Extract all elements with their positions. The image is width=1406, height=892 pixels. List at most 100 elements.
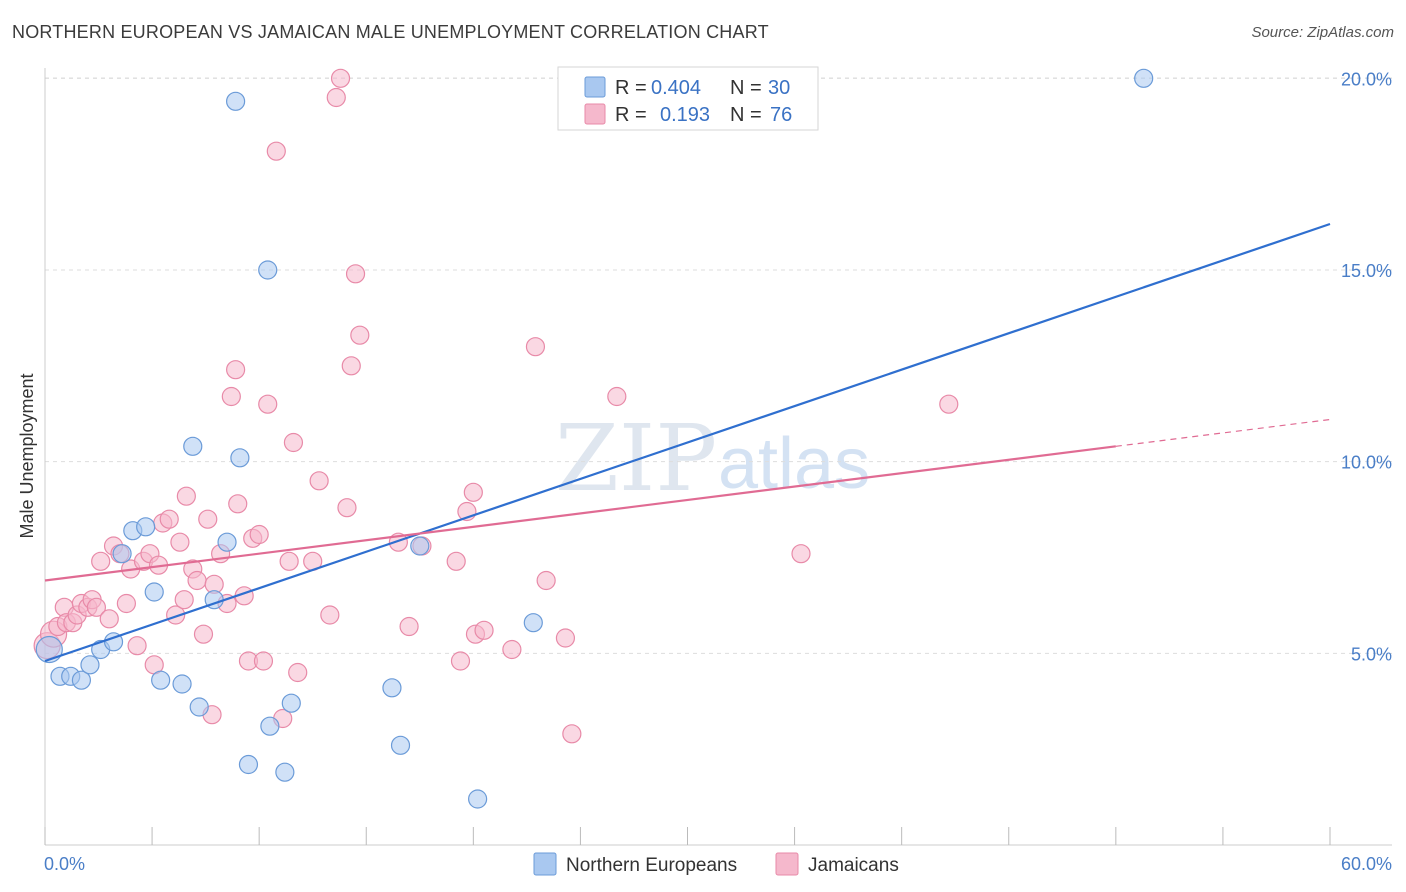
legend-r-label-1: R = xyxy=(615,77,647,99)
northern-europeans-point xyxy=(410,536,430,556)
y-axis-title: Male Unemployment xyxy=(17,373,37,538)
axes xyxy=(44,68,1392,846)
northern-europeans-point xyxy=(183,436,203,456)
jamaicans-point xyxy=(174,590,194,610)
northern-europeans-point xyxy=(238,754,259,775)
jamaicans-point xyxy=(525,337,546,357)
jamaicans-point xyxy=(193,624,214,644)
trend-line-jamaicans-extension xyxy=(1115,418,1331,447)
jamaicans-point xyxy=(198,509,218,529)
legend-n-label-1: N = xyxy=(730,77,762,99)
northern-europeans-point xyxy=(226,91,246,111)
jamaicans-point xyxy=(337,498,357,518)
jamaicans-point xyxy=(939,394,959,414)
jamaicans-point xyxy=(176,486,196,506)
jamaicans-point xyxy=(170,532,190,552)
x-ticks xyxy=(44,827,1331,845)
northern-europeans-point xyxy=(390,735,411,755)
jamaicans-point xyxy=(127,636,147,656)
legend-r-label-2: R = xyxy=(615,104,647,126)
jamaicans-point xyxy=(159,509,179,529)
y-tick-labels: 5.0% 10.0% 15.0% 20.0% xyxy=(1341,69,1392,664)
jamaicans-point xyxy=(228,494,248,514)
northern-europeans-point xyxy=(172,674,192,694)
jamaicans-point xyxy=(266,141,286,161)
jamaicans-point xyxy=(288,662,308,683)
jamaicans-point xyxy=(226,360,246,380)
northern-europeans-point xyxy=(136,517,156,537)
jamaicans-point xyxy=(258,394,278,414)
jamaicans-point xyxy=(474,620,494,640)
gridlines xyxy=(45,77,1392,654)
watermark-zip: ZIP xyxy=(555,405,717,512)
series-legend: Northern Europeans Jamaicans xyxy=(533,852,899,876)
bottom-legend-swatch-pink xyxy=(775,852,799,876)
jamaicans-point xyxy=(253,651,274,671)
jamaicans-point xyxy=(463,482,483,502)
jamaicans-point xyxy=(536,570,556,591)
northern-europeans-point xyxy=(112,544,132,564)
jamaicans-point xyxy=(326,87,346,108)
northern-europeans-point xyxy=(217,532,237,552)
watermark: ZIP atlas xyxy=(555,405,870,512)
jamaicans-point xyxy=(86,597,107,617)
jamaicans-point xyxy=(446,551,466,571)
legend-r-value-1: 0.404 xyxy=(651,77,701,99)
x-tick-label-min: 0.0% xyxy=(44,854,85,874)
jamaicans-point xyxy=(279,551,299,571)
jamaicans-point xyxy=(502,639,522,660)
legend-n-label-2: N = xyxy=(730,104,762,126)
northern-europeans-point xyxy=(35,635,63,664)
jamaicans-point xyxy=(791,544,811,564)
northern-europeans-point xyxy=(80,655,100,675)
y-tick-label: 15.0% xyxy=(1341,261,1392,281)
northern-europeans-point xyxy=(71,670,92,690)
trend-line-jamaicans xyxy=(44,445,1116,582)
jamaicans-point xyxy=(345,264,366,284)
legend-swatch-pink xyxy=(584,103,606,125)
northern-europeans-point xyxy=(258,260,278,280)
northern-europeans-point xyxy=(275,762,295,782)
jamaicans-point xyxy=(555,628,576,648)
x-tick-label-max: 60.0% xyxy=(1341,854,1392,874)
trend-lines xyxy=(44,222,1331,663)
jamaicans-point xyxy=(562,724,582,744)
jamaicans-point xyxy=(99,609,119,629)
watermark-atlas: atlas xyxy=(718,424,870,504)
y-tick-label: 5.0% xyxy=(1351,644,1392,664)
source-label: Source: ZipAtlas.com xyxy=(1251,24,1394,41)
bottom-legend-label-2: Jamaicans xyxy=(808,855,899,876)
jamaicans-point xyxy=(450,651,471,671)
jamaicans-point xyxy=(399,616,419,637)
chart-title: NORTHERN EUROPEAN VS JAMAICAN MALE UNEMP… xyxy=(12,22,769,42)
y-tick-label: 20.0% xyxy=(1341,69,1392,89)
jamaicans-point xyxy=(116,593,136,614)
y-tick-label: 10.0% xyxy=(1341,453,1392,473)
jamaicans-point xyxy=(350,325,370,345)
bottom-legend-label-1: Northern Europeans xyxy=(566,855,737,876)
northern-europeans-point xyxy=(144,582,164,602)
northern-europeans-point xyxy=(523,613,543,633)
jamaicans-point xyxy=(283,432,304,453)
correlation-legend: R = 0.404 N = 30 R = 0.193 N = 76 xyxy=(557,66,819,131)
jamaicans-point xyxy=(187,570,207,591)
legend-swatch-blue xyxy=(584,76,606,98)
northern-europeans-point xyxy=(382,678,402,698)
jamaicans-point xyxy=(341,356,361,376)
legend-r-value-2: 0.193 xyxy=(660,104,710,126)
jamaicans-point xyxy=(320,605,340,625)
trend-line-northern-europeans xyxy=(44,222,1331,663)
northern-europeans-point xyxy=(151,670,171,690)
northern-europeans-point xyxy=(260,716,280,736)
legend-n-value-2: 76 xyxy=(770,104,792,126)
northern-europeans-point xyxy=(230,448,250,468)
bottom-legend-swatch-blue xyxy=(533,852,557,876)
northern-europeans-point xyxy=(281,693,301,713)
legend-n-value-1: 30 xyxy=(768,77,790,99)
jamaicans-point xyxy=(309,471,329,491)
jamaicans-point xyxy=(249,524,269,545)
northern-europeans-point xyxy=(468,789,488,809)
jamaicans-point xyxy=(330,68,351,88)
jamaicans-point xyxy=(607,386,627,407)
